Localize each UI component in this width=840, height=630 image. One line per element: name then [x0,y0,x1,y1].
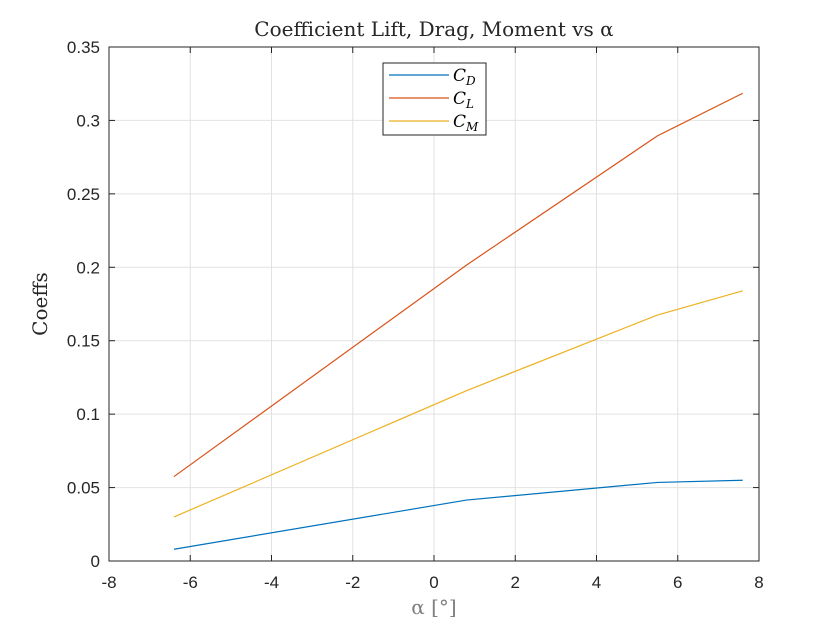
x-tick-label: 0 [429,573,438,592]
series-lines [173,92,744,550]
x-tick-label: 2 [511,573,520,592]
ticks [108,46,760,562]
legend-entry-main: C [453,66,466,86]
y-tick-label: 0.1 [76,405,100,424]
legend-entry-main: C [453,89,466,109]
legend-entry-subscript: L [465,97,474,111]
series-line-c-d [173,479,743,550]
x-tick-label: -2 [345,573,360,592]
legend-entry-subscript: D [465,74,476,88]
y-tick-label: 0.25 [67,185,100,204]
x-tick-label: -6 [183,573,198,592]
x-tick-label: 4 [592,573,601,592]
legend-entry-subscript: M [465,120,479,134]
legend-entry: CL [453,89,474,111]
y-tick-label: 0.05 [67,479,100,498]
x-tick-label: 8 [754,573,763,592]
y-tick-label: 0 [91,552,100,571]
y-tick-label: 0.2 [76,258,100,277]
chart-title: Coefficient Lift, Drag, Moment vs α [254,17,613,41]
x-axis-label: α [°] [411,595,456,619]
series-line-c-m [173,290,743,518]
legend-entry: CD [453,66,476,88]
legend-entry-main: C [453,112,466,132]
x-tick-label: -8 [101,573,116,592]
series-line-c-l [173,92,744,478]
y-tick-label: 0.3 [76,111,100,130]
x-tick-label: 6 [673,573,682,592]
y-tick-label: 0.35 [67,38,100,57]
x-tick-label: -4 [264,573,279,592]
y-tick-label: 0.15 [67,332,100,351]
legend-entry: CM [453,112,479,134]
tick-labels: -8 -6 -4 -2 0 2 4 6 8 0 0.05 0.1 0.15 0.2 0.25 0.3 0.35 [67,38,764,592]
y-axis-label: Coeffs [28,272,52,336]
